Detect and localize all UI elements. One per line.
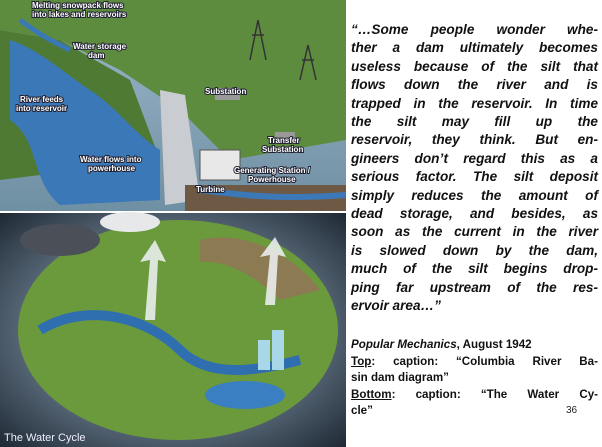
diagram-label: into reservoir: [16, 104, 67, 113]
diagram-label: into lakes and reservoirs: [32, 10, 127, 19]
dam-diagram: Melting snowpack flows into lakes and re…: [0, 0, 346, 211]
quote-line: ping far upstream of the res-: [351, 279, 598, 297]
quote-line: gineers don’t regard this as a: [351, 150, 598, 168]
diagram-label: Turbine: [196, 185, 225, 194]
quote: “…Some people wonder whe-ther a dam ulti…: [351, 21, 598, 316]
slide: Melting snowpack flows into lakes and re…: [0, 0, 602, 447]
caption-text: : caption: “The Water Cy-: [392, 388, 598, 401]
notes: Popular Mechanics, August 1942 Top: capt…: [351, 337, 598, 420]
quote-line: trapped in the reservoir. In time: [351, 95, 598, 113]
quote-line: reservoir, they think. But en-: [351, 131, 598, 149]
diagram-label: powerhouse: [88, 164, 136, 173]
illustrations: Melting snowpack flows into lakes and re…: [0, 0, 346, 447]
quote-line: the silt may fill up the: [351, 113, 598, 131]
caption-line: sin dam diagram”: [351, 370, 598, 387]
caption-text: : caption: “Columbia River Ba-: [371, 355, 598, 368]
quote-line: ervoir area…”: [351, 297, 598, 315]
date: , August 1942: [457, 338, 532, 351]
caption-label: Bottom: [351, 388, 392, 401]
quote-line: flows down the river and is: [351, 76, 598, 94]
diagram-label: Transfer: [268, 136, 300, 145]
diagram-label: Water flows into: [80, 155, 142, 164]
quote-line: dead storage, and besides, as: [351, 205, 598, 223]
diagram-label: River feeds: [20, 95, 64, 104]
diagram-label: Powerhouse: [248, 175, 296, 184]
caption-label: Top: [351, 355, 371, 368]
quote-line: simply reduces the amount of: [351, 187, 598, 205]
quote-line: serious factor. The silt deposit: [351, 168, 598, 186]
water-cycle: The Water Cycle: [0, 212, 346, 447]
quote-line: much of the silt begins drop-: [351, 260, 598, 278]
publication: Popular Mechanics: [351, 338, 457, 351]
quote-line: soon as the current in the river: [351, 223, 598, 241]
diagram-label: dam: [88, 51, 104, 60]
source: Popular Mechanics, August 1942: [351, 337, 598, 354]
diagram-label: Generating Station /: [234, 166, 311, 175]
slide-number: 36: [566, 405, 577, 416]
diagram-label: Water storage: [73, 42, 127, 51]
caption-line: Bottom: caption: “The Water Cy-: [351, 387, 598, 404]
quote-line: ther a dam ultimately becomes: [351, 39, 598, 57]
caption-line: Top: caption: “Columbia River Ba-: [351, 354, 598, 371]
image-title: The Water Cycle: [4, 432, 86, 444]
caption-line: cle”: [351, 403, 598, 420]
quote-line: useless because of the silt that: [351, 58, 598, 76]
quote-line: “…Some people wonder whe-: [351, 21, 598, 39]
diagram-label: Melting snowpack flows: [32, 1, 124, 10]
diagram-label: Substation: [205, 87, 246, 96]
quote-line: is slowed down by the dam,: [351, 242, 598, 260]
diagram-label: Substation: [262, 145, 303, 154]
